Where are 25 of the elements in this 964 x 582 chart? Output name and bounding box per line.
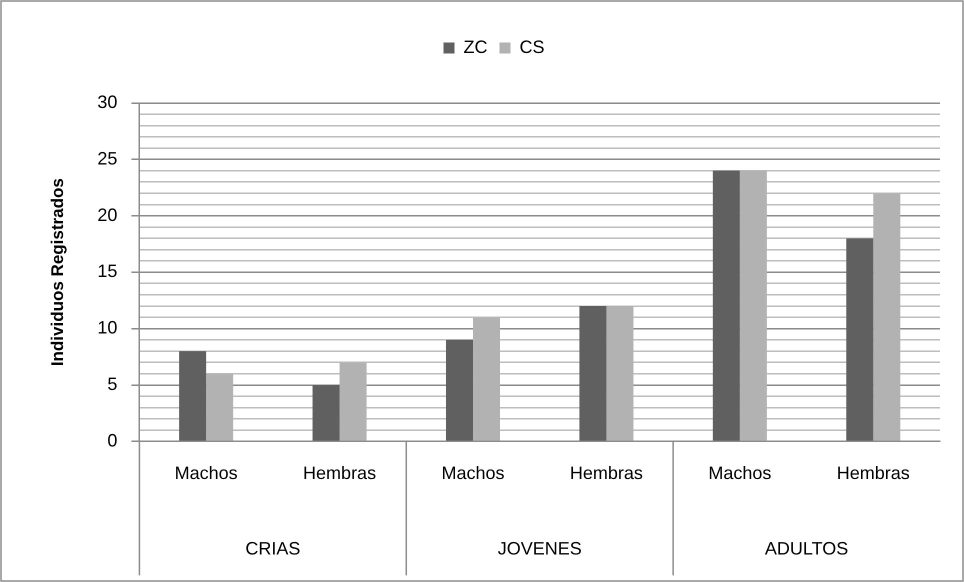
y-tick-label: 0 — [107, 430, 118, 450]
y-tick-label: 10 — [97, 318, 118, 338]
bar — [846, 238, 874, 441]
x-tick-label: Machos — [708, 463, 772, 484]
x-tick-label: Machos — [441, 463, 505, 484]
y-tick-label: 30 — [97, 92, 118, 112]
y-tick-label: 25 — [97, 148, 118, 168]
bar — [712, 170, 740, 441]
bar — [312, 385, 340, 441]
y-axis-title: Individuos Registrados — [48, 178, 67, 366]
x-tick-label: Hembras — [303, 463, 376, 484]
bar — [579, 306, 606, 441]
y-tick-label: 20 — [97, 204, 118, 225]
bar — [179, 351, 206, 441]
legend-label: ZC — [464, 36, 488, 57]
bar — [446, 340, 473, 441]
x-tick-label: Hembras — [570, 463, 643, 484]
legend-label: CS — [519, 36, 545, 57]
text: ADULTOS — [764, 538, 848, 558]
text: CRIAS — [245, 538, 300, 558]
text: JOVENES — [498, 538, 582, 558]
y-tick-label: 5 — [107, 374, 118, 394]
x-tick-label: Machos — [174, 463, 238, 484]
y-tick-label: 15 — [97, 261, 118, 282]
x-tick-label: Hembras — [836, 463, 910, 484]
